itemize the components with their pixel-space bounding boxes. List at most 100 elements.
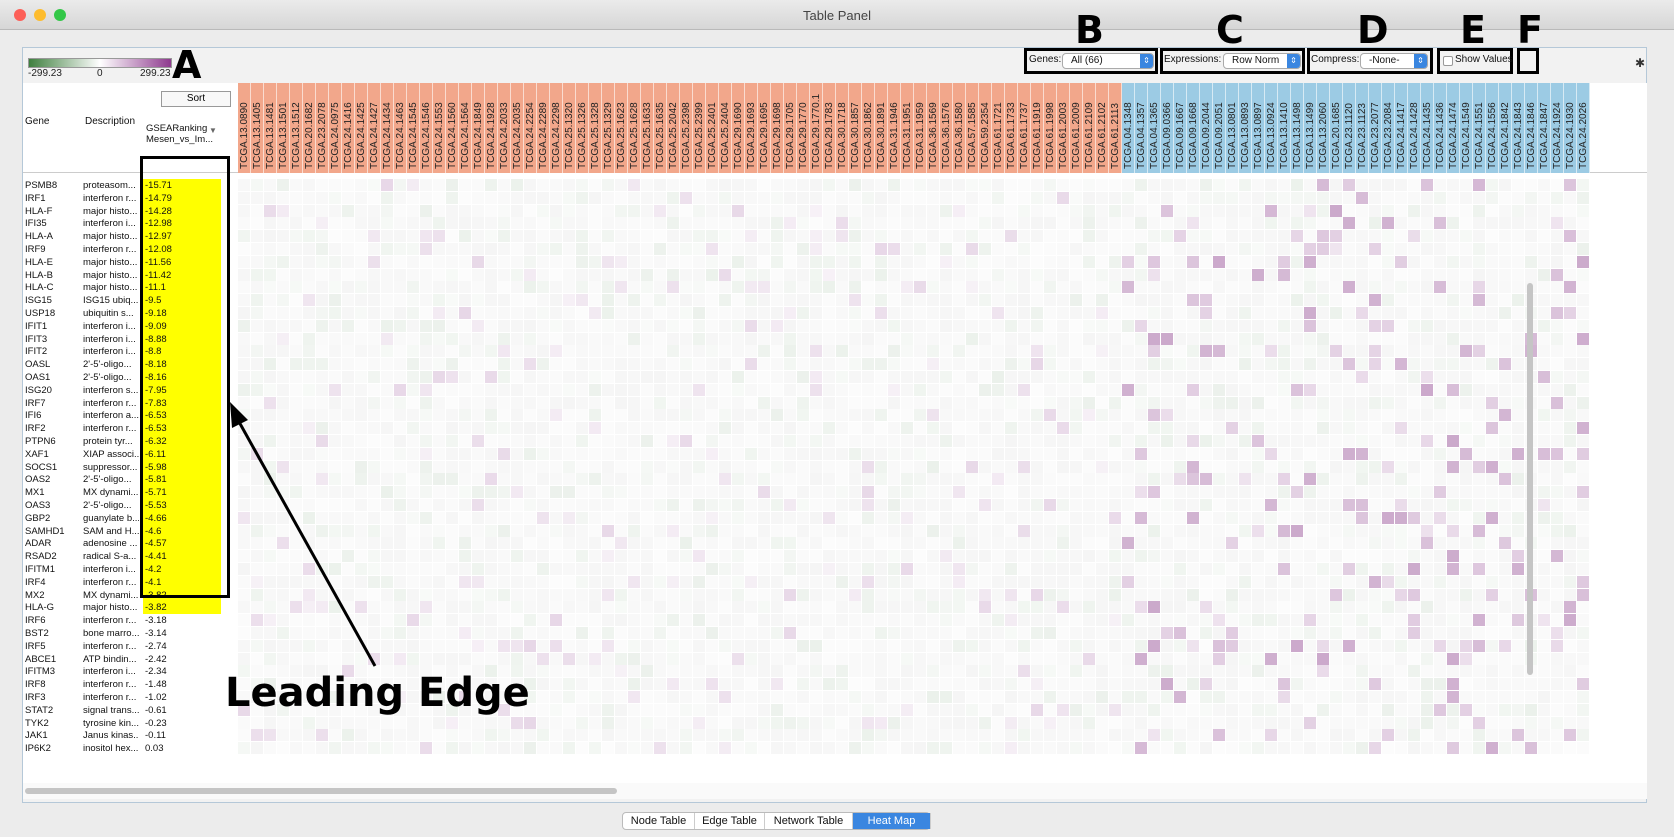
- heatmap-cell[interactable]: [1239, 243, 1251, 255]
- heatmap-cell[interactable]: [381, 383, 393, 396]
- heatmap-cell[interactable]: [1200, 396, 1212, 409]
- heatmap-cell[interactable]: [1330, 217, 1342, 230]
- heatmap-cell[interactable]: [1564, 217, 1576, 230]
- heatmap-cell[interactable]: [1304, 575, 1316, 588]
- heatmap-cell[interactable]: [797, 499, 809, 511]
- heatmap-cell[interactable]: [433, 396, 445, 409]
- heatmap-cell[interactable]: [1213, 537, 1225, 550]
- heatmap-cell[interactable]: [472, 422, 484, 435]
- heatmap-cell[interactable]: [693, 614, 705, 627]
- heatmap-cell[interactable]: [875, 588, 887, 601]
- heatmap-cell[interactable]: [576, 217, 588, 230]
- heatmap-cell[interactable]: [927, 191, 939, 204]
- heatmap-cell[interactable]: [810, 486, 822, 499]
- heatmap-cell[interactable]: [1200, 614, 1212, 627]
- heatmap-cell[interactable]: [277, 575, 289, 588]
- heatmap-cell[interactable]: [784, 396, 796, 409]
- heatmap-cell[interactable]: [914, 191, 926, 204]
- table-row[interactable]: IRF7 interferon r... -7.83: [23, 396, 238, 410]
- heatmap-cell[interactable]: [1213, 614, 1225, 627]
- heatmap-cell[interactable]: [589, 524, 601, 537]
- heatmap-cell[interactable]: [459, 396, 471, 409]
- heatmap-cell[interactable]: [420, 524, 432, 537]
- heatmap-cell[interactable]: [810, 332, 822, 345]
- heatmap-cell[interactable]: [329, 319, 341, 332]
- heatmap-cell[interactable]: [1330, 499, 1342, 511]
- heatmap-cell[interactable]: [836, 191, 848, 204]
- heatmap-cell[interactable]: [550, 409, 562, 422]
- heatmap-cell[interactable]: [836, 639, 848, 652]
- heatmap-cell[interactable]: [1044, 716, 1056, 729]
- heatmap-cell[interactable]: [1408, 371, 1420, 383]
- sample-column-header[interactable]: TCGA.29.1783: [823, 83, 836, 173]
- heatmap-cell[interactable]: [940, 204, 952, 217]
- heatmap-cell[interactable]: [849, 268, 861, 281]
- heatmap-cell[interactable]: [498, 486, 510, 499]
- heatmap-cell[interactable]: [641, 486, 653, 499]
- heatmap-cell[interactable]: [433, 191, 445, 204]
- heatmap-cell[interactable]: [1096, 358, 1108, 371]
- heatmap-cell[interactable]: [1317, 550, 1329, 563]
- heatmap-cell[interactable]: [264, 665, 276, 678]
- heatmap-cell[interactable]: [251, 191, 263, 204]
- heatmap-cell[interactable]: [1213, 499, 1225, 511]
- heatmap-cell[interactable]: [1109, 383, 1121, 396]
- heatmap-cell[interactable]: [901, 678, 913, 691]
- heatmap-cell[interactable]: [277, 486, 289, 499]
- heatmap-cell[interactable]: [992, 639, 1004, 652]
- heatmap-cell[interactable]: [1304, 435, 1316, 447]
- heatmap-cell[interactable]: [1044, 319, 1056, 332]
- heatmap-cell[interactable]: [1135, 383, 1147, 396]
- heatmap-cell[interactable]: [1538, 396, 1550, 409]
- heatmap-cell[interactable]: [667, 511, 679, 524]
- heatmap-cell[interactable]: [1278, 511, 1290, 524]
- heatmap-cell[interactable]: [1200, 575, 1212, 588]
- heatmap-cell[interactable]: [602, 703, 614, 716]
- heatmap-cell[interactable]: [264, 563, 276, 575]
- heatmap-cell[interactable]: [667, 665, 679, 678]
- heatmap-cell[interactable]: [407, 473, 419, 486]
- heatmap-cell[interactable]: [1499, 639, 1511, 652]
- heatmap-cell[interactable]: [355, 191, 367, 204]
- heatmap-cell[interactable]: [823, 204, 835, 217]
- heatmap-cell[interactable]: [1044, 332, 1056, 345]
- heatmap-cell[interactable]: [1265, 179, 1277, 191]
- heatmap-cell[interactable]: [641, 473, 653, 486]
- heatmap-cell[interactable]: [1551, 383, 1563, 396]
- heatmap-cell[interactable]: [1252, 563, 1264, 575]
- heatmap-cell[interactable]: [1096, 691, 1108, 703]
- heatmap-cell[interactable]: [537, 460, 549, 473]
- heatmap-cell[interactable]: [1551, 691, 1563, 703]
- heatmap-cell[interactable]: [563, 729, 575, 742]
- heatmap-cell[interactable]: [550, 383, 562, 396]
- heatmap-cell[interactable]: [524, 371, 536, 383]
- heatmap-cell[interactable]: [628, 319, 640, 332]
- sample-column-header[interactable]: TCGA.30.1718: [836, 83, 849, 173]
- heatmap-cell[interactable]: [693, 729, 705, 742]
- heatmap-cell[interactable]: [1538, 268, 1550, 281]
- heatmap-cell[interactable]: [1317, 268, 1329, 281]
- heatmap-cell[interactable]: [459, 537, 471, 550]
- heatmap-cell[interactable]: [1018, 307, 1030, 319]
- heatmap-cell[interactable]: [810, 639, 822, 652]
- heatmap-cell[interactable]: [875, 486, 887, 499]
- heatmap-cell[interactable]: [1369, 243, 1381, 255]
- heatmap-cell[interactable]: [1499, 550, 1511, 563]
- heatmap-cell[interactable]: [303, 678, 315, 691]
- sample-column-header[interactable]: TCGA.29.1695: [758, 83, 771, 173]
- heatmap-cell[interactable]: [823, 294, 835, 307]
- heatmap-cell[interactable]: [537, 716, 549, 729]
- heatmap-cell[interactable]: [719, 716, 731, 729]
- heatmap-cell[interactable]: [1226, 575, 1238, 588]
- heatmap-cell[interactable]: [1096, 486, 1108, 499]
- heatmap-cell[interactable]: [511, 396, 523, 409]
- heatmap-cell[interactable]: [1083, 524, 1095, 537]
- heatmap-cell[interactable]: [407, 486, 419, 499]
- heatmap-cell[interactable]: [1122, 716, 1134, 729]
- heatmap-cell[interactable]: [1304, 230, 1316, 243]
- heatmap-cell[interactable]: [1213, 281, 1225, 294]
- sample-column-header[interactable]: TCGA.61.1737: [1018, 83, 1031, 173]
- heatmap-cell[interactable]: [914, 435, 926, 447]
- heatmap-cell[interactable]: [992, 332, 1004, 345]
- heatmap-cell[interactable]: [953, 460, 965, 473]
